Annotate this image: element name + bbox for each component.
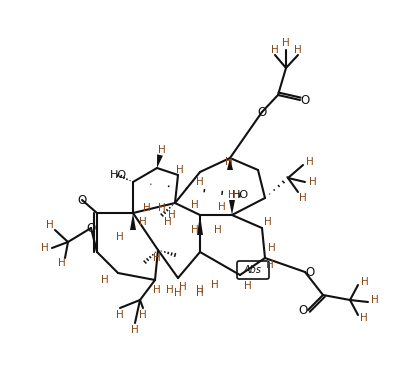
Text: O: O bbox=[299, 303, 308, 316]
Text: H: H bbox=[101, 275, 109, 285]
Text: H: H bbox=[268, 243, 276, 253]
Text: H: H bbox=[139, 310, 147, 320]
Text: HO: HO bbox=[109, 170, 127, 180]
Text: H: H bbox=[116, 232, 124, 242]
Text: H: H bbox=[168, 210, 176, 220]
Text: H: H bbox=[153, 253, 161, 263]
Polygon shape bbox=[157, 154, 163, 168]
Text: H: H bbox=[371, 295, 379, 305]
Text: H: H bbox=[294, 45, 302, 55]
Text: H: H bbox=[131, 325, 139, 335]
Text: H: H bbox=[191, 200, 199, 210]
Text: H: H bbox=[282, 38, 290, 48]
FancyBboxPatch shape bbox=[237, 261, 269, 279]
Text: H: H bbox=[158, 203, 166, 213]
Text: O: O bbox=[77, 194, 87, 206]
Polygon shape bbox=[229, 200, 235, 215]
Text: H: H bbox=[176, 165, 184, 175]
Text: H: H bbox=[46, 220, 54, 230]
Text: H: H bbox=[225, 157, 233, 167]
Text: H: H bbox=[164, 217, 172, 227]
Text: H: H bbox=[158, 145, 166, 155]
Text: H: H bbox=[361, 277, 369, 287]
Text: O: O bbox=[300, 94, 309, 107]
Text: H: H bbox=[309, 177, 317, 187]
Text: O: O bbox=[257, 105, 267, 118]
Text: H: H bbox=[116, 310, 124, 320]
Text: H: H bbox=[244, 281, 252, 291]
Text: H: H bbox=[264, 217, 272, 227]
Text: H: H bbox=[299, 193, 307, 203]
Text: H: H bbox=[58, 258, 66, 268]
Text: H: H bbox=[41, 243, 49, 253]
Text: H: H bbox=[228, 190, 236, 200]
Text: H: H bbox=[153, 285, 161, 295]
Text: H: H bbox=[139, 217, 147, 227]
Text: Abs: Abs bbox=[244, 265, 262, 275]
Text: O: O bbox=[86, 222, 96, 235]
Text: O: O bbox=[305, 266, 314, 279]
Text: H: H bbox=[271, 45, 279, 55]
Text: H: H bbox=[143, 203, 151, 213]
Text: H: H bbox=[360, 313, 368, 323]
Text: H: H bbox=[166, 285, 174, 295]
Text: H: H bbox=[218, 202, 226, 212]
Text: H: H bbox=[174, 288, 182, 298]
Text: H: H bbox=[306, 157, 314, 167]
Polygon shape bbox=[227, 158, 233, 170]
Text: H: H bbox=[214, 225, 222, 235]
Polygon shape bbox=[130, 213, 136, 230]
Text: HO: HO bbox=[232, 190, 249, 200]
Text: H: H bbox=[196, 177, 204, 187]
Text: H: H bbox=[196, 285, 204, 295]
Text: H: H bbox=[211, 280, 219, 290]
Text: H: H bbox=[196, 288, 204, 298]
Text: H: H bbox=[191, 225, 199, 235]
Polygon shape bbox=[197, 215, 203, 235]
Text: H: H bbox=[266, 260, 274, 270]
Text: H: H bbox=[179, 282, 187, 292]
